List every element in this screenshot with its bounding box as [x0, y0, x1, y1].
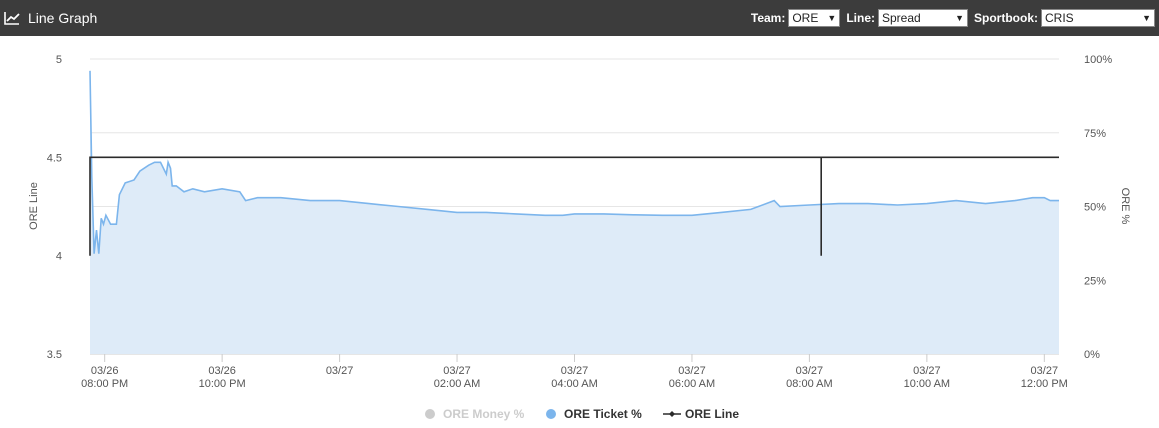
y-left-tick-label: 4.5 [47, 152, 62, 164]
chevron-down-icon: ▼ [955, 13, 964, 23]
ore-legend-marker [669, 411, 675, 417]
x-tick-label-time: 02:00 AM [434, 378, 480, 390]
x-tick-label-date: 03/26 [208, 365, 236, 377]
ticket-area-layer [90, 70, 1059, 355]
ticket-legend-marker [546, 409, 556, 419]
x-tick-label-date: 03/27 [796, 365, 824, 377]
x-tick-label-date: 03/27 [1031, 365, 1059, 377]
chart-legend: ORE Money % ORE Ticket % ORE Line [425, 407, 739, 421]
x-tick-label-time: 12:00 PM [1021, 378, 1068, 390]
ore-line-series [89, 156, 822, 256]
x-tick-label-date: 03/27 [913, 365, 941, 377]
line-chart-icon [4, 12, 20, 25]
title-group: Line Graph [4, 0, 97, 36]
header-controls: Team: ORE ▼ Line: Spread ▼ Sportbook: CR… [745, 0, 1155, 36]
header-bar: Line Graph Team: ORE ▼ Line: Spread ▼ Sp… [0, 0, 1159, 36]
y-axis-left: 5 4.5 4 3.5 [47, 54, 62, 361]
x-tick-label-date: 03/27 [561, 365, 589, 377]
y-right-tick-label: 100% [1084, 54, 1112, 66]
sportbook-label: Sportbook: [974, 11, 1038, 25]
money-legend-marker [425, 409, 435, 419]
y-axis-left-title: ORE Line [28, 182, 40, 230]
x-tick-label-time: 06:00 AM [669, 378, 715, 390]
series-lines-layer [89, 70, 1059, 256]
x-tick-label-date: 03/27 [326, 365, 354, 377]
x-tick-label-time: 10:00 PM [199, 378, 246, 390]
sportbook-select[interactable]: CRIS ▼ [1041, 9, 1155, 27]
x-tick-label-time: 04:00 AM [551, 378, 597, 390]
x-tick-label-date: 03/27 [443, 365, 471, 377]
x-tick-label-date: 03/27 [678, 365, 706, 377]
y-left-tick-label: 5 [56, 54, 62, 66]
x-tick-label-time: 10:00 AM [904, 378, 950, 390]
y-axis-right-title: ORE % [1119, 188, 1131, 225]
line-select-value: Spread [882, 11, 921, 25]
ticket-series-line [89, 70, 1059, 254]
chevron-down-icon: ▼ [827, 13, 837, 23]
y-right-tick-label: 50% [1084, 202, 1106, 214]
line-select[interactable]: Spread ▼ [878, 9, 968, 27]
team-select[interactable]: ORE ▼ [788, 9, 841, 27]
x-tick-label-date: 03/26 [91, 365, 119, 377]
ticket-area [90, 70, 1059, 355]
ore-legend-label: ORE Line [685, 407, 739, 421]
money-legend-label: ORE Money % [443, 407, 525, 421]
chevron-down-icon: ▼ [1142, 13, 1151, 23]
sportbook-select-value: CRIS [1045, 11, 1074, 25]
page-title: Line Graph [28, 10, 98, 26]
line-label: Line: [846, 11, 875, 25]
team-label: Team: [750, 11, 786, 25]
x-tick-label-time: 08:00 AM [786, 378, 832, 390]
y-right-tick-label: 0% [1084, 349, 1100, 361]
y-left-tick-label: 3.5 [47, 349, 62, 361]
y-axis-right: 100% 75% 50% 25% 0% [1084, 54, 1112, 361]
ticket-legend-label: ORE Ticket % [564, 407, 642, 421]
x-tick-label-time: 08:00 PM [81, 378, 128, 390]
y-right-tick-label: 75% [1084, 128, 1106, 140]
y-right-tick-label: 25% [1084, 275, 1106, 287]
y-left-tick-label: 4 [56, 251, 62, 263]
team-select-value: ORE [792, 11, 819, 25]
